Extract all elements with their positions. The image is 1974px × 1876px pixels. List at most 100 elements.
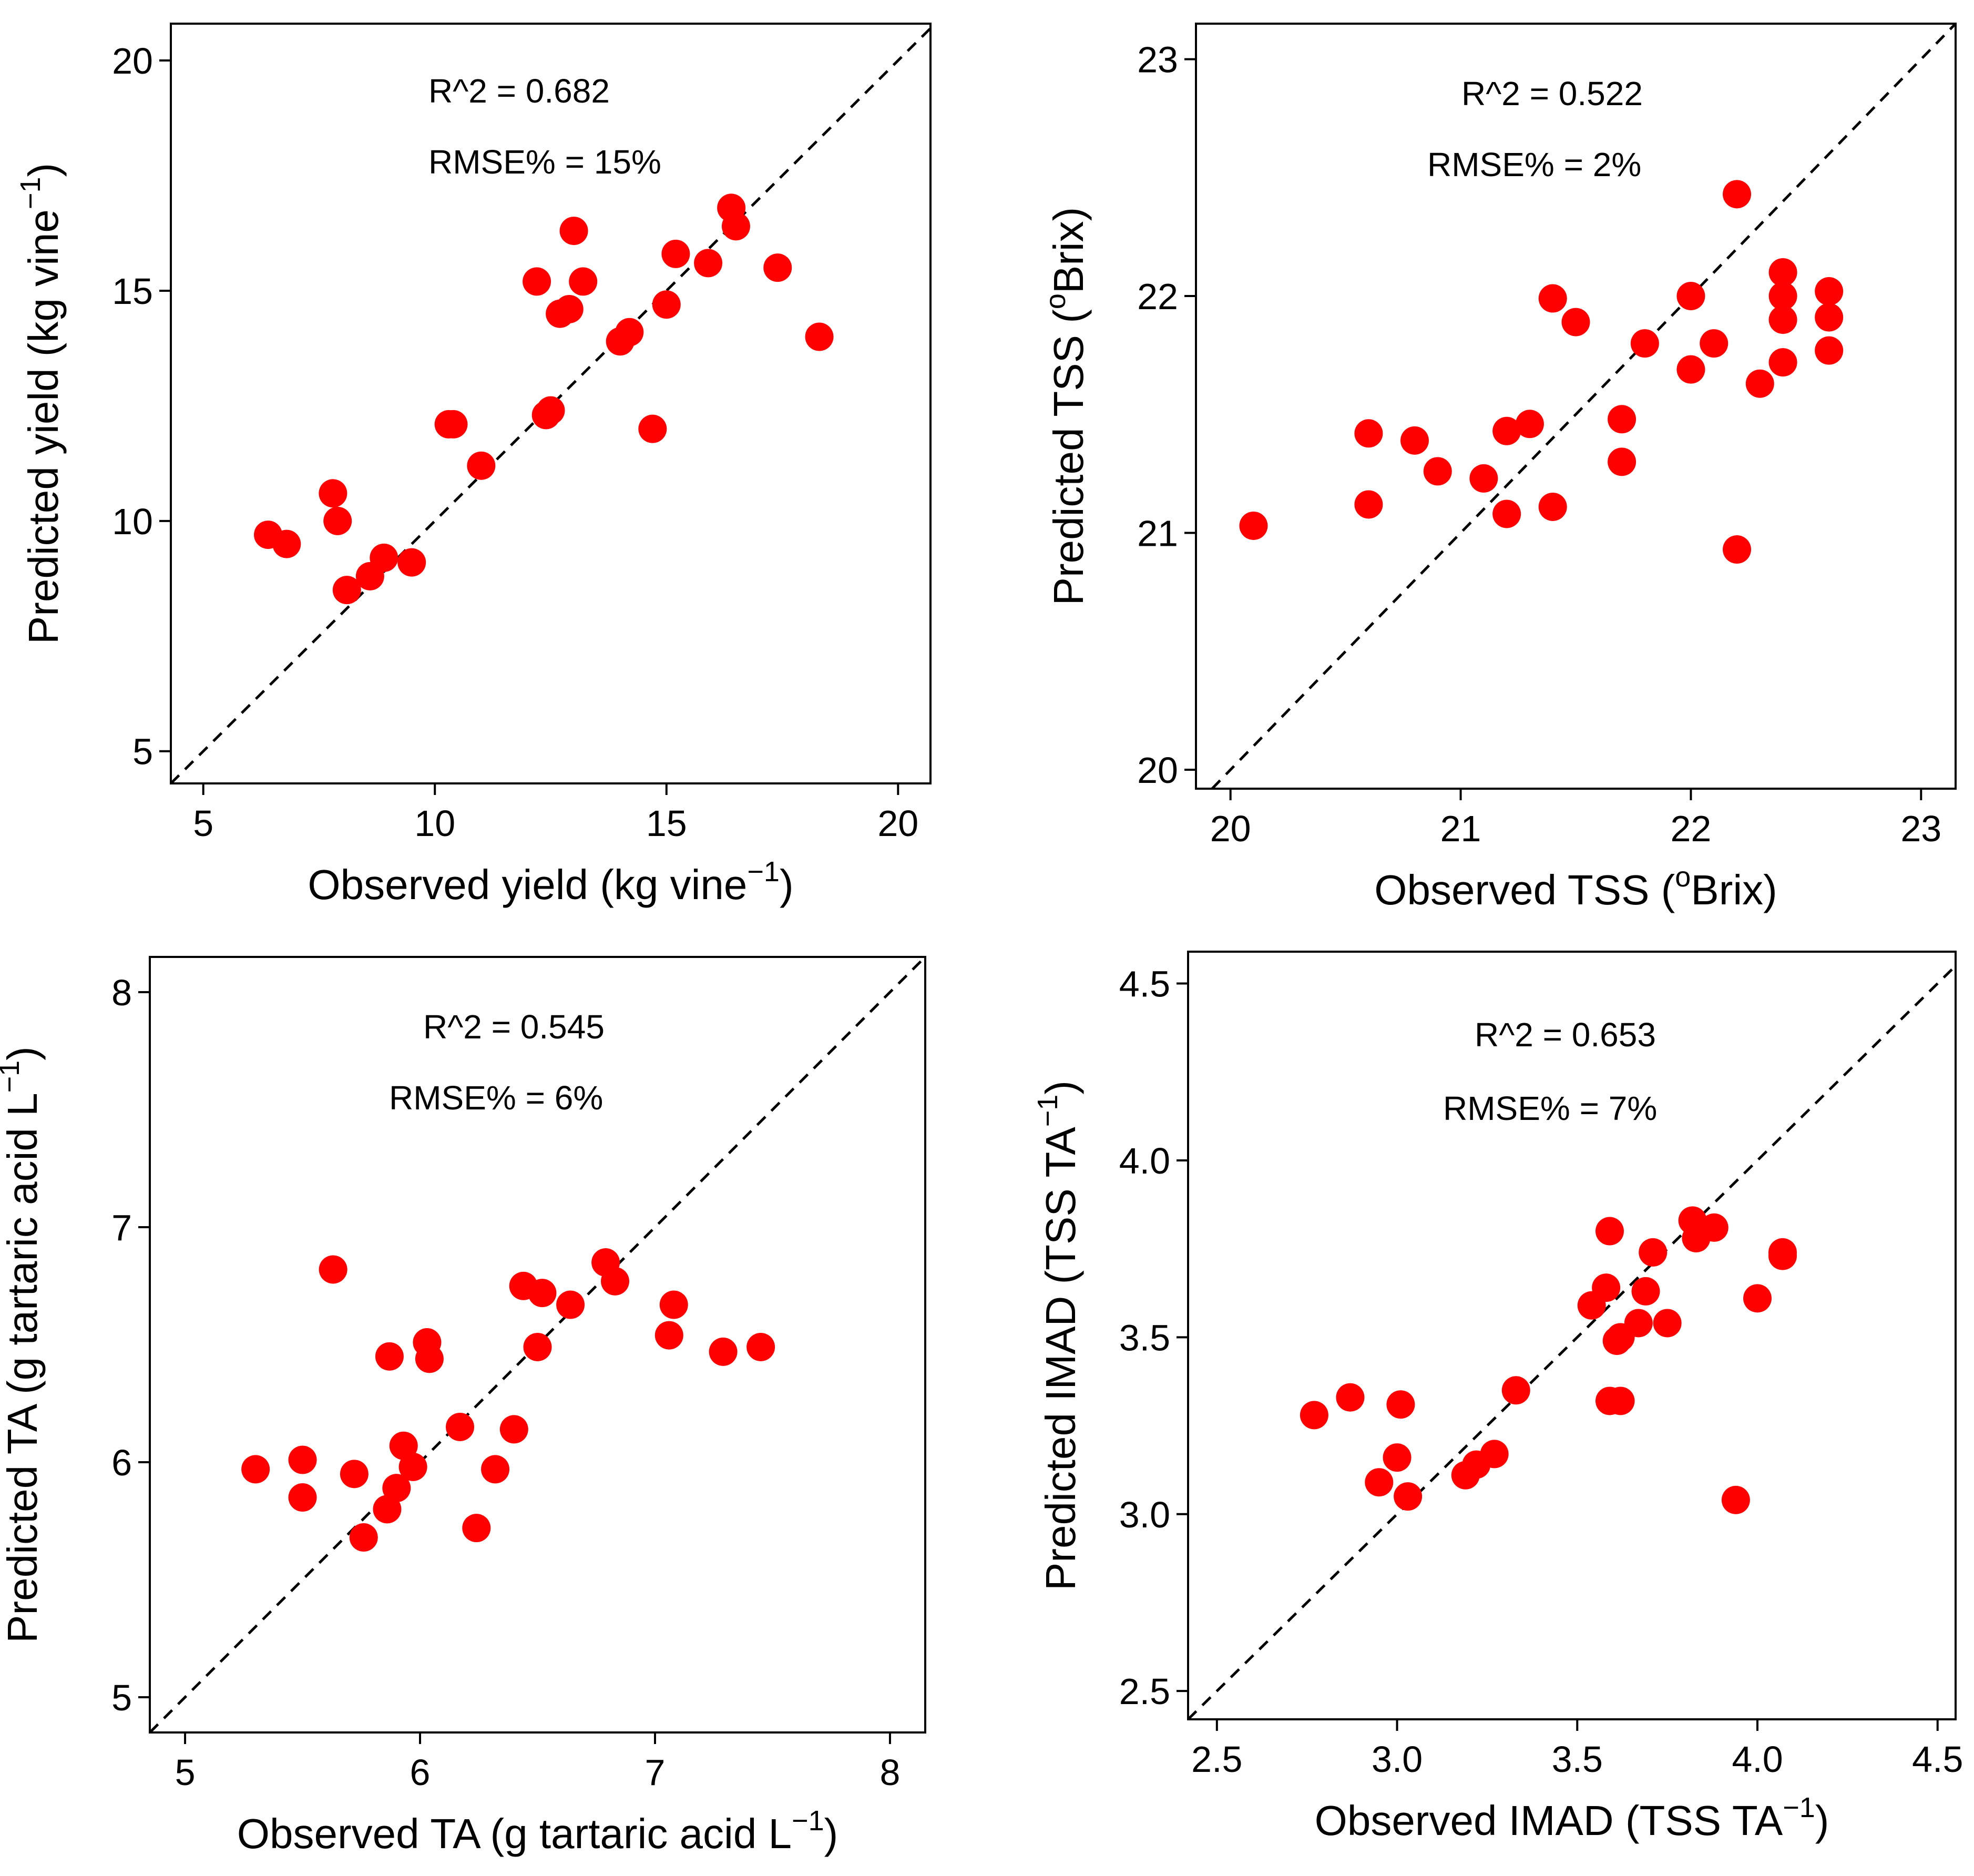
- y-axis-label-superscript: −1: [1032, 1095, 1063, 1127]
- r-squared-annotation: R^2 = 0.522: [1461, 75, 1643, 113]
- data-point: [569, 267, 598, 296]
- data-point: [1400, 426, 1429, 455]
- data-point: [1631, 1277, 1660, 1306]
- data-point: [1630, 329, 1659, 358]
- data-point: [1768, 282, 1797, 311]
- y-tick-label: 5: [111, 1677, 132, 1718]
- y-tick-label: 3.5: [1119, 1317, 1170, 1358]
- x-axis-label-superscript: −1: [792, 1805, 824, 1837]
- x-axis-label-text: Observed TA (g tartaric acid L: [237, 1810, 792, 1857]
- x-tick-label: 10: [414, 803, 455, 844]
- data-point: [652, 290, 681, 319]
- x-axis-label-text: Observed IMAD (TSS TA: [1315, 1797, 1783, 1844]
- x-axis-label-close: ): [1815, 1797, 1829, 1844]
- plot-frame: [1187, 951, 1957, 1720]
- data-point: [1653, 1309, 1682, 1338]
- one-to-one-line: [1187, 965, 1957, 1720]
- y-tick-label: 15: [112, 271, 153, 312]
- data-point: [1768, 305, 1797, 334]
- data-point: [528, 1279, 557, 1308]
- data-point: [1538, 284, 1567, 313]
- data-point: [332, 576, 361, 605]
- x-axis-label: Observed TA (g tartaric acid L−1): [237, 1805, 838, 1857]
- data-point: [241, 1455, 270, 1484]
- data-point: [1492, 499, 1521, 528]
- y-axis-label-text: Predicted IMAD (TSS TA: [1037, 1127, 1084, 1590]
- data-point: [375, 1342, 404, 1371]
- data-point: [805, 322, 834, 351]
- rmse-annotation: RMSE% = 7%: [1443, 1089, 1657, 1127]
- data-point: [272, 529, 301, 558]
- x-axis-label: Observed IMAD (TSS TA−1): [1315, 1792, 1829, 1844]
- x-tick-label: 3.5: [1552, 1739, 1603, 1780]
- data-point: [1336, 1383, 1365, 1412]
- y-tick-label: 10: [112, 501, 153, 542]
- x-axis-label-close: ): [780, 861, 794, 908]
- y-axis-label-close: ): [20, 163, 67, 177]
- x-axis-label-text: Observed TSS (: [1374, 866, 1675, 913]
- y-tick-label: 4.0: [1119, 1140, 1170, 1181]
- data-point: [1723, 180, 1752, 209]
- data-point: [746, 1332, 775, 1361]
- data-point: [559, 217, 588, 246]
- data-point: [1480, 1440, 1509, 1469]
- data-point: [373, 1495, 402, 1524]
- rmse-annotation: RMSE% = 6%: [389, 1079, 603, 1117]
- data-point: [1300, 1401, 1328, 1430]
- x-tick-label: 7: [645, 1752, 666, 1793]
- data-point: [319, 1255, 347, 1284]
- data-point: [1561, 308, 1590, 337]
- y-axis-label: Predicted TA (g tartaric acid L−1): [0, 1046, 46, 1643]
- data-point: [499, 1415, 528, 1444]
- y-axis-label-text: Predicted TA (g tartaric acid L: [0, 1093, 46, 1643]
- data-point: [415, 1344, 444, 1373]
- data-point: [1815, 277, 1844, 306]
- data-point: [340, 1460, 369, 1488]
- y-tick-label: 22: [1137, 276, 1178, 317]
- data-point: [1676, 355, 1705, 384]
- data-point: [763, 253, 792, 282]
- r-squared-annotation: R^2 = 0.545: [423, 1008, 605, 1046]
- x-tick-label: 4.0: [1732, 1739, 1783, 1780]
- x-axis-label: Observed yield (kg vine−1): [308, 856, 793, 908]
- x-axis-label-superscript: o: [1675, 861, 1691, 893]
- data-point: [389, 1431, 418, 1460]
- data-point: [1239, 511, 1268, 540]
- y-tick-label: 6: [111, 1442, 132, 1483]
- data-point: [370, 543, 398, 572]
- y-tick-label: 3.0: [1119, 1494, 1170, 1535]
- x-tick-label: 8: [879, 1752, 900, 1793]
- r-squared-annotation: R^2 = 0.653: [1475, 1016, 1656, 1054]
- data-point: [709, 1337, 738, 1366]
- data-point: [1354, 490, 1383, 519]
- data-point: [1768, 1241, 1797, 1270]
- data-point: [1676, 282, 1705, 311]
- x-tick-label: 6: [410, 1752, 431, 1793]
- y-axis-label-superscript: −1: [15, 177, 46, 209]
- data-point: [601, 1267, 629, 1296]
- y-tick-label: 20: [112, 40, 153, 81]
- x-tick-label: 22: [1671, 808, 1712, 849]
- y-tick-label: 23: [1137, 39, 1178, 80]
- scatter-panel-4: 2.5 3.0 3.5 4.0 4.5 2.5 3.0 3.5 4.0 4.5 Observed I…: [1032, 951, 1963, 1844]
- y-tick-label: 20: [1137, 750, 1178, 791]
- data-point: [323, 506, 352, 535]
- data-point: [1538, 492, 1567, 521]
- x-axis-label-close: Brix): [1691, 866, 1777, 913]
- data-point: [319, 479, 347, 508]
- data-point: [1743, 1284, 1772, 1313]
- data-point: [1492, 416, 1521, 445]
- x-tick-label: 4.5: [1912, 1739, 1963, 1780]
- data-point: [536, 396, 565, 425]
- data-point: [1768, 348, 1797, 377]
- y-tick-label: 5: [132, 731, 153, 772]
- data-point: [555, 294, 584, 323]
- y-axis-label-close: ): [0, 1046, 46, 1061]
- plot-frame: [170, 23, 932, 784]
- x-tick-label: 20: [877, 803, 918, 844]
- data-point: [382, 1474, 411, 1503]
- data-point: [1365, 1468, 1394, 1497]
- plot-frame: [149, 956, 926, 1734]
